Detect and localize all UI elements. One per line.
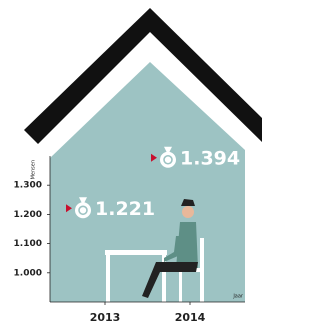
bag [75,202,91,218]
y-tick-label: 1.200 [14,210,42,220]
chart: Mensen Jaar 1.000 1.100 1.200 1.300 2013 1.221 2… [0,0,262,325]
y-tick-label: 1.300 [14,181,42,191]
y-axis-label: Mensen [31,160,37,179]
x-axis-label: Jaar [232,294,244,300]
y-tick-label: 1.000 [14,268,42,278]
x-tick-label: 2014 [175,311,206,324]
page: Mensen Jaar 1.000 1.100 1.200 1.300 2013 1.221 2… [0,0,320,325]
bag [160,152,176,168]
value-label: 1.221 [95,198,155,220]
value-label: 1.394 [180,147,240,169]
y-tick-label: 1.100 [14,239,42,249]
x-tick-label: 2013 [90,311,121,324]
